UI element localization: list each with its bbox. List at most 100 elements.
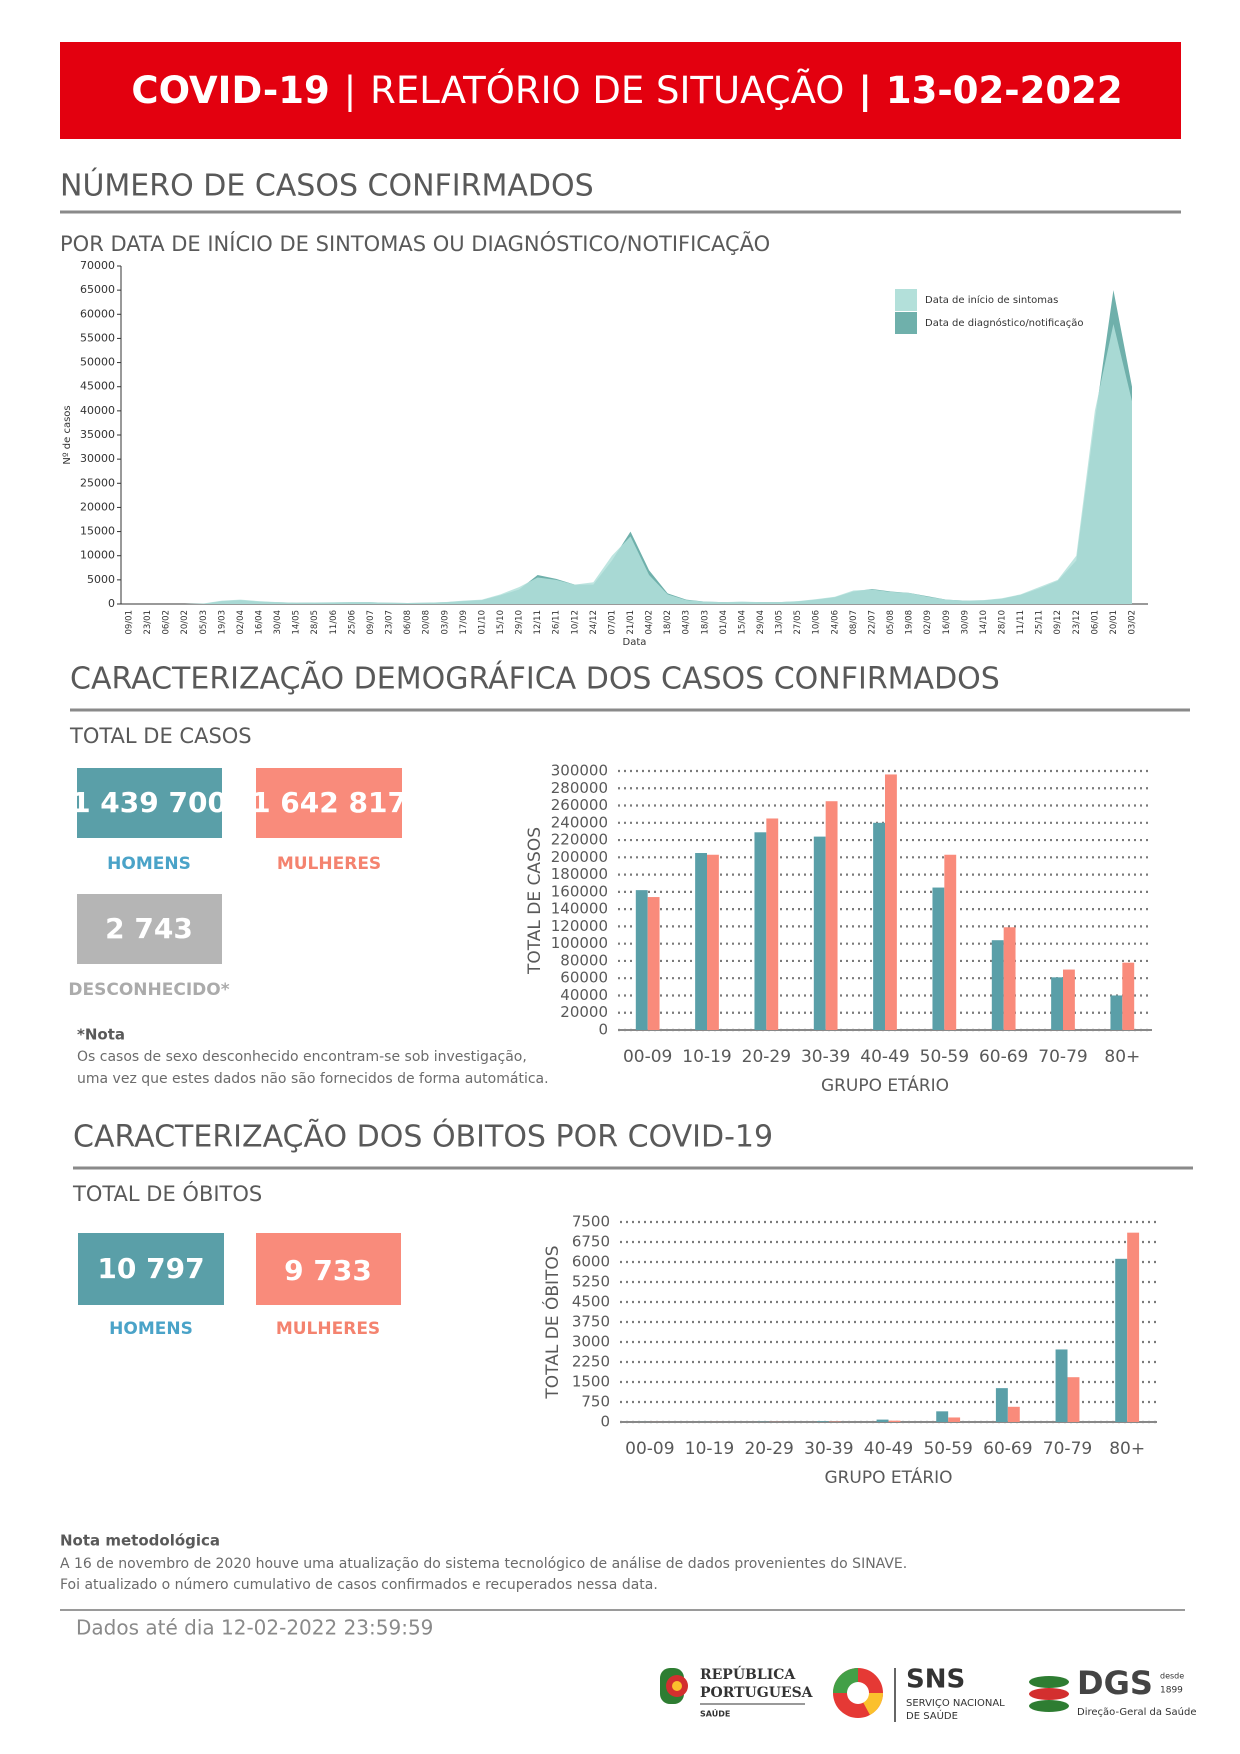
bar [932,887,945,1030]
y-tick-label: 55000 [80,331,115,344]
section-title: CARACTERIZAÇÃO DEMOGRÁFICA DOS CASOS CON… [70,661,1000,697]
x-tick-label: 50-59 [923,1439,972,1459]
kpi-value: 1 439 700 [71,786,227,819]
x-tick-label: 06/02 [162,610,172,635]
y-tick-label: 100000 [551,934,608,952]
logo-text: 1899 [1160,1686,1183,1696]
bar [1122,962,1135,1030]
y-tick-label: 15000 [80,525,115,538]
footer-date: Dados até dia 12-02-2022 23:59:59 [76,1616,433,1640]
logo-text: PORTUGUESA [700,1685,814,1701]
bar [1063,969,1075,1030]
x-tick-label: 04/03 [682,610,692,635]
method-line: Foi atualizado o número cumulativo de ca… [60,1577,658,1593]
kpi-box [78,1233,224,1305]
logo-shape [1029,1688,1069,1700]
x-tick-label: 20-29 [742,1047,791,1067]
y-tick-label: 25000 [80,476,115,489]
logo-text: SAÚDE [700,1708,730,1719]
logo-sns: SNS SERVIÇO NACIONAL DE SAÚDE [833,1665,1005,1722]
y-tick-label: 80000 [560,951,608,969]
y-tick-label: 40000 [560,986,608,1004]
kpi-value: 10 797 [97,1252,204,1285]
y-tick-label: 10000 [80,549,115,562]
logo-shape [1029,1700,1069,1712]
bar [816,1421,829,1422]
note-line: uma vez que estes dados não são fornecid… [77,1071,549,1087]
area [129,323,1132,604]
logo-republica: REPÚBLICA PORTUGUESA SAÚDE [660,1665,814,1719]
y-tick-label: 240000 [551,813,608,831]
bar [873,822,885,1030]
x-tick-label: 28/05 [310,610,320,635]
x-tick-label: 02/04 [236,610,246,635]
y-tick-label: 20000 [560,1003,608,1021]
x-tick-label: 25/11 [1035,610,1045,635]
bar [647,897,660,1030]
x-tick-label: 10-19 [685,1439,734,1459]
x-tick-label: 01/04 [719,610,729,635]
bar [1051,977,1063,1030]
bar [888,1420,901,1422]
y-tick-label: 1500 [572,1373,610,1391]
bar [995,1388,1008,1422]
x-tick-label: 06/01 [1090,610,1100,635]
y-tick-label: 750 [581,1393,610,1411]
x-tick-label: 25/06 [347,610,357,635]
bar [754,832,767,1030]
x-tick-label: 19/08 [905,610,915,635]
x-tick-label: 05/03 [199,610,209,635]
note-line: Os casos de sexo desconhecido encontram-… [77,1049,527,1065]
y-tick-label: 60000 [560,969,608,987]
x-tick-label: 00-09 [625,1439,674,1459]
note-title: *Nota [77,1026,125,1044]
bar [876,1419,889,1422]
x-tick-label: 17/09 [459,610,469,635]
x-tick-label: 16/09 [942,610,952,635]
x-tick-label: 03/02 [1128,610,1138,635]
x-tick-label: 10-19 [682,1047,731,1067]
x-tick-label: 05/08 [886,610,896,635]
bar [1110,995,1123,1030]
x-tick-label: 10/12 [570,610,580,635]
y-axis-label: Nº de casos [62,405,73,464]
x-tick-label: 70-79 [1038,1047,1087,1067]
x-tick-label: 30/09 [960,610,970,635]
title-part: 13-02-2022 [886,69,1123,112]
x-tick-label: 30/04 [273,610,283,635]
bar [1003,927,1016,1030]
bar [948,1417,961,1422]
y-tick-label: 5000 [87,573,115,586]
y-tick-label: 140000 [551,900,608,918]
x-tick-label: 70-79 [1043,1439,1092,1459]
x-tick-label: 07/01 [607,610,617,635]
x-tick-label: 09/12 [1053,610,1063,635]
x-tick-label: 18/02 [663,610,673,635]
y-tick-label: 300000 [551,762,608,780]
x-tick-label: 03/09 [440,610,450,635]
y-tick-label: 5250 [572,1273,610,1291]
x-tick-label: 11/06 [329,610,339,635]
kpi-label: HOMENS [107,854,191,874]
x-tick-label: 50-59 [920,1047,969,1067]
section-subtitle: POR DATA DE INÍCIO DE SINTOMAS OU DIAGNÓ… [60,230,770,256]
kpi-label: MULHERES [277,854,381,874]
x-tick-label: 08/07 [849,610,859,635]
x-tick-label: 24/06 [830,610,840,635]
kpi-value: 2 743 [105,912,193,945]
section-subtitle: TOTAL DE CASOS [69,724,252,748]
bar [944,854,957,1030]
logo-text: SNS [906,1665,965,1695]
x-tick-label: 19/03 [217,610,227,635]
y-tick-label: 220000 [551,831,608,849]
x-tick-label: 06/08 [403,610,413,635]
bar [825,801,838,1030]
x-tick-label: 15/10 [496,610,506,635]
title-part: RELATÓRIO DE SITUAÇÃO [370,68,844,112]
x-tick-label: 20-29 [744,1439,793,1459]
logo-shape [1029,1676,1069,1688]
y-tick-label: 260000 [551,796,608,814]
x-tick-label: 11/11 [1016,610,1026,635]
x-tick-label: 30-39 [804,1439,853,1459]
y-tick-label: 0 [600,1413,610,1431]
